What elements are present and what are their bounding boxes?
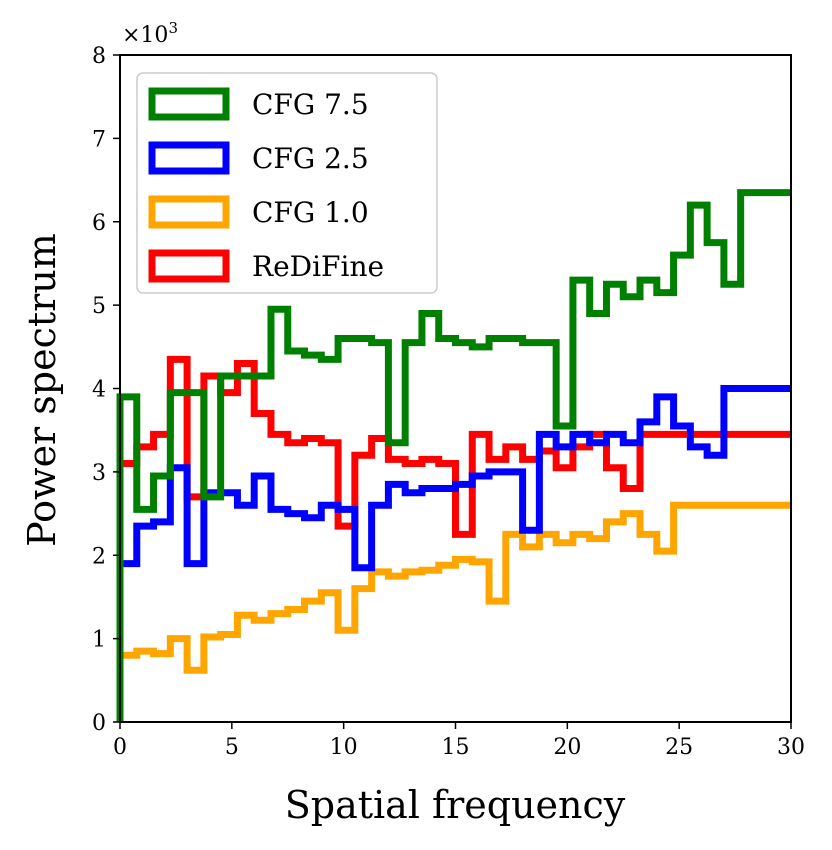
- series-line-cfg-7-5: [116, 189, 791, 722]
- legend-label: CFG 1.0: [252, 196, 369, 229]
- legend-swatch: [148, 87, 230, 121]
- legend-swatch: [148, 249, 230, 283]
- y-axis-ticks: 0 1 2 3 4 5 6 7 8: [92, 44, 120, 736]
- legend-swatch: [148, 195, 230, 229]
- y-tick-label: 4: [92, 378, 106, 403]
- legend-frame: [136, 72, 438, 294]
- legend-label: CFG 7.5: [252, 88, 369, 121]
- y-multiplier-base: ×10: [122, 23, 168, 48]
- y-tick-label: 0: [92, 711, 106, 736]
- legend-swatch: [148, 141, 230, 175]
- x-tick-label: 5: [225, 735, 239, 760]
- legend-label: ReDiFine: [252, 250, 384, 283]
- y-tick-label: 5: [92, 294, 106, 319]
- y-tick-label: 8: [92, 44, 106, 69]
- y-tick-label: 6: [92, 211, 106, 236]
- y-multiplier: ×103: [122, 19, 178, 48]
- x-tick-label: 0: [113, 735, 127, 760]
- x-tick-label: 30: [777, 735, 805, 760]
- series-line-cfg-1-0: [116, 501, 791, 722]
- x-axis-label: Spatial frequency: [285, 783, 626, 827]
- y-tick-label: 2: [92, 544, 106, 569]
- y-multiplier-exp: 3: [168, 19, 178, 37]
- y-tick-label: 3: [92, 461, 106, 486]
- series-layer: [116, 189, 791, 722]
- series-line-cfg-2-5: [116, 385, 791, 722]
- legend-label: CFG 2.5: [252, 142, 369, 175]
- y-tick-label: 1: [92, 628, 106, 653]
- x-tick-label: 25: [665, 735, 693, 760]
- x-tick-label: 15: [442, 735, 470, 760]
- x-axis-ticks: 0 5 10 15 20 25 30: [113, 722, 805, 760]
- legend: CFG 7.5 CFG 2.5 CFG 1.0 ReDiFine: [136, 72, 438, 294]
- y-axis-label: Power spectrum: [20, 233, 64, 547]
- x-tick-label: 10: [330, 735, 358, 760]
- y-tick-label: 7: [92, 127, 106, 152]
- x-tick-label: 20: [553, 735, 581, 760]
